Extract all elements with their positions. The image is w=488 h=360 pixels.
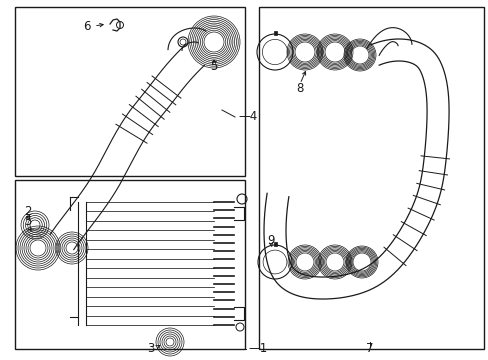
Text: 5: 5 <box>210 60 217 73</box>
Text: —4: —4 <box>238 111 257 123</box>
Bar <box>273 31 276 35</box>
Text: 3: 3 <box>147 342 155 355</box>
Text: 2: 2 <box>24 206 32 219</box>
Text: 6: 6 <box>83 19 91 32</box>
Text: 5: 5 <box>24 216 32 229</box>
Bar <box>273 242 276 246</box>
Text: 9: 9 <box>267 234 274 247</box>
Bar <box>15 180 244 349</box>
Text: 7: 7 <box>366 342 373 355</box>
Bar <box>15 7 244 176</box>
Text: —1: —1 <box>247 342 267 355</box>
Text: 8: 8 <box>296 81 303 94</box>
Bar <box>259 7 483 349</box>
